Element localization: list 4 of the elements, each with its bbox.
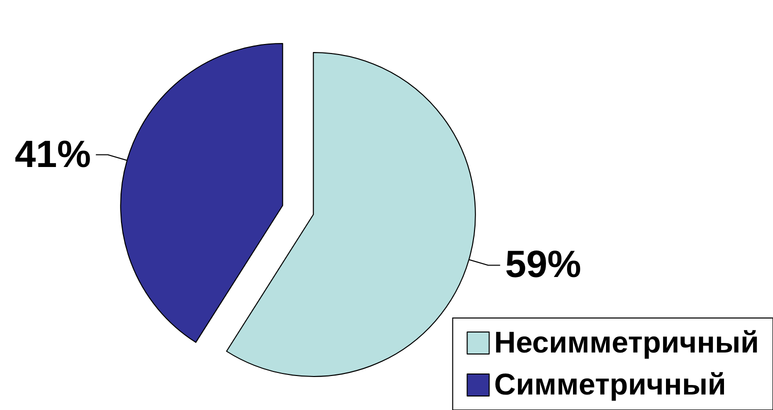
data-label: 41% (14, 134, 91, 176)
data-label: 59% (505, 244, 582, 286)
legend-label: Несимметричный (494, 326, 760, 360)
legend-label: Симметричный (494, 368, 726, 402)
